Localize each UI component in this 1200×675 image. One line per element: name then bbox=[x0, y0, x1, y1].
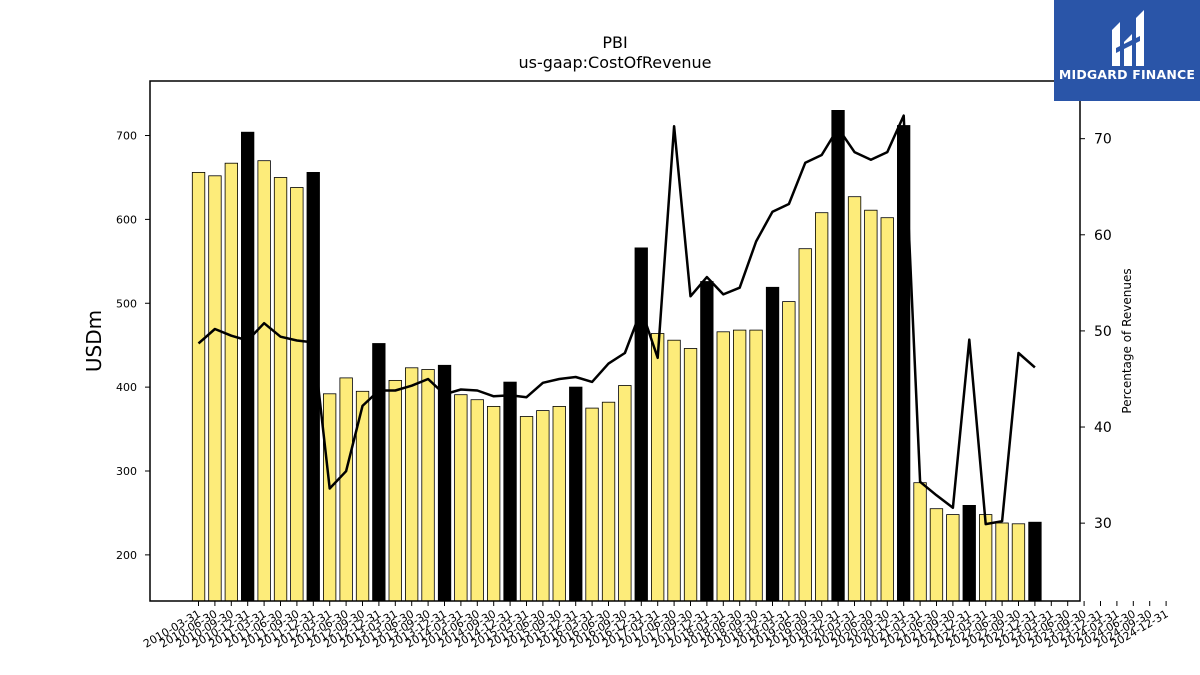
bar-quarter bbox=[864, 209, 878, 602]
bar-quarter bbox=[1011, 523, 1026, 602]
bar-quarter bbox=[847, 196, 862, 602]
bar-annual bbox=[503, 381, 517, 602]
bar-quarter bbox=[536, 410, 550, 602]
bar-annual bbox=[437, 364, 452, 602]
y2-tick-label: 70 bbox=[1094, 132, 1112, 148]
bar-quarter bbox=[782, 301, 796, 602]
percentage-line bbox=[197, 114, 1036, 526]
bar-annual bbox=[1028, 521, 1042, 602]
bar-quarter bbox=[716, 331, 730, 602]
bar-quarter bbox=[995, 522, 1009, 602]
bar-annual bbox=[962, 504, 976, 602]
bar-quarter bbox=[388, 379, 402, 602]
y2-tick-label: 50 bbox=[1094, 324, 1112, 340]
bar-quarter bbox=[224, 162, 239, 602]
plot-area-frame bbox=[149, 80, 1081, 602]
bar-quarter bbox=[880, 217, 894, 602]
bar-quarter bbox=[290, 187, 304, 602]
y-axis-label: USDm bbox=[82, 310, 106, 372]
bar-quarter bbox=[257, 160, 271, 602]
bar-annual bbox=[372, 343, 386, 602]
y2-axis-label: Percentage of Revenues bbox=[1120, 268, 1134, 413]
bar-quarter bbox=[208, 175, 222, 602]
bar-annual bbox=[240, 131, 255, 602]
midgard-finance-logo: MIDGARD FINANCE bbox=[1054, 0, 1200, 101]
bar-quarter bbox=[733, 329, 747, 602]
bar-quarter bbox=[322, 393, 337, 602]
bar-quarter bbox=[519, 416, 534, 602]
bar-quarter bbox=[798, 248, 812, 602]
y-tick-label: 600 bbox=[116, 213, 137, 226]
bar-quarter bbox=[749, 329, 763, 602]
bar-quarter bbox=[339, 377, 353, 602]
bar-quarter bbox=[946, 514, 960, 602]
bar-quarter bbox=[191, 171, 206, 602]
bar-quarter bbox=[929, 508, 944, 602]
y-tick-label: 300 bbox=[116, 465, 137, 478]
bar-quarter bbox=[667, 339, 681, 602]
y2-tick-label: 30 bbox=[1094, 516, 1112, 532]
y2-tick-label: 40 bbox=[1094, 420, 1112, 436]
bar-quarter bbox=[552, 405, 566, 602]
bar-quarter bbox=[585, 407, 599, 602]
bar-quarter bbox=[618, 385, 632, 602]
midgard-logo-icon bbox=[1112, 10, 1144, 66]
bar-quarter bbox=[651, 333, 665, 602]
y-tick-label: 700 bbox=[116, 130, 137, 143]
bar-quarter bbox=[815, 212, 829, 602]
y-tick-label: 500 bbox=[116, 297, 137, 310]
bar-annual bbox=[765, 286, 780, 602]
bar-quarter bbox=[454, 394, 468, 602]
chart-subtitle: us-gaap:CostOfRevenue bbox=[518, 53, 711, 72]
y-tick-label: 400 bbox=[116, 381, 137, 394]
y-tick-label: 200 bbox=[116, 549, 137, 562]
bar-annual bbox=[831, 110, 845, 602]
bar-quarter bbox=[273, 177, 288, 602]
bar-annual bbox=[700, 281, 714, 602]
y2-tick-label: 60 bbox=[1094, 228, 1112, 244]
logo-text: MIDGARD FINANCE bbox=[1058, 67, 1196, 82]
chart-title: PBI bbox=[602, 33, 627, 52]
bar-annual bbox=[634, 247, 648, 602]
bar-quarter bbox=[913, 482, 927, 602]
bar-quarter bbox=[486, 405, 501, 602]
bar-annual bbox=[569, 386, 583, 602]
bar-quarter bbox=[601, 401, 616, 602]
bar-quarter bbox=[470, 399, 484, 602]
y-axis-left: 200 300 400 500 600 700 bbox=[116, 130, 150, 562]
x-axis: 2010-03-312010-06-302010-09-302010-12-31… bbox=[141, 601, 1171, 651]
y-axis-right: 30 40 50 60 70 bbox=[1080, 132, 1112, 532]
bar-quarter bbox=[979, 514, 993, 602]
bar-quarter bbox=[421, 369, 435, 602]
bar-quarter bbox=[404, 367, 419, 602]
bar-quarter bbox=[683, 348, 698, 602]
